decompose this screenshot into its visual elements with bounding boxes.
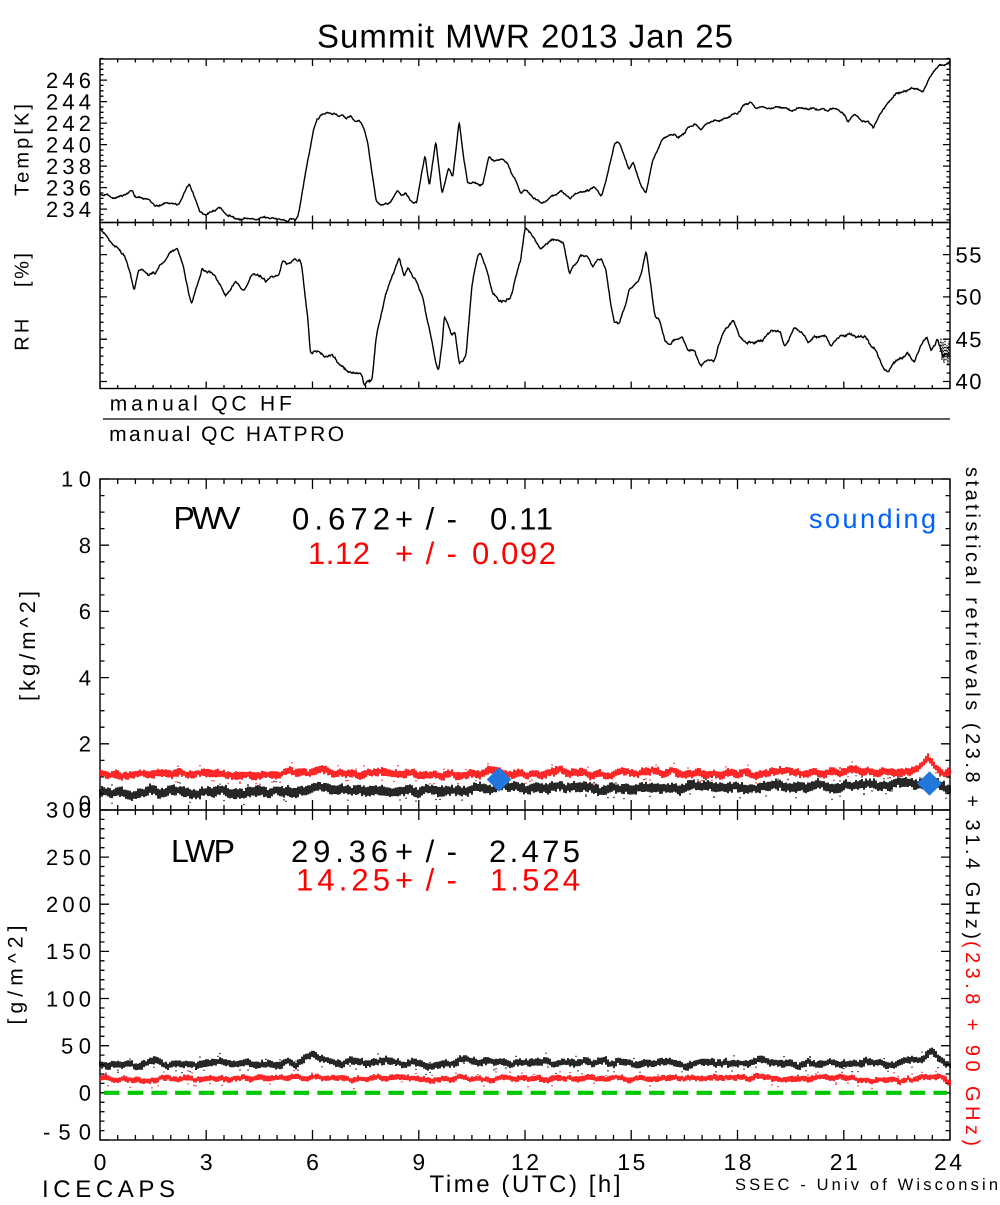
- svg-text:244: 244: [46, 89, 91, 114]
- svg-text:Summit MWR 2013 Jan 25: Summit MWR 2013 Jan 25: [317, 18, 733, 55]
- svg-text:-50: -50: [43, 1120, 91, 1145]
- svg-text:0: 0: [79, 791, 91, 816]
- svg-text:100: 100: [46, 986, 91, 1011]
- svg-text:ICECAPS: ICECAPS: [42, 1176, 175, 1200]
- svg-text:45: 45: [956, 327, 982, 352]
- svg-text:manual QC HATPRO: manual QC HATPRO: [109, 423, 344, 446]
- svg-text:statistical retrievals (23.8 +: statistical retrievals (23.8 + 31.4 GHz): [961, 467, 983, 939]
- svg-text:PWV: PWV: [174, 500, 242, 536]
- svg-text:14.25: 14.25: [296, 863, 390, 898]
- svg-text:150: 150: [46, 939, 91, 964]
- svg-text:6: 6: [79, 599, 91, 624]
- svg-text:2: 2: [79, 732, 91, 757]
- svg-text:1.12: 1.12: [308, 536, 370, 571]
- svg-text:246: 246: [46, 68, 91, 93]
- svg-text:LWP: LWP: [171, 833, 235, 869]
- svg-text:manual QC HF: manual QC HF: [110, 393, 292, 416]
- svg-text:3: 3: [200, 1149, 213, 1175]
- svg-text:40: 40: [956, 369, 982, 394]
- svg-text:+/-: +/-: [395, 536, 457, 571]
- svg-text:+/-: +/-: [395, 502, 457, 537]
- svg-text:242: 242: [46, 111, 91, 136]
- svg-text:55: 55: [956, 242, 982, 267]
- svg-text:250: 250: [46, 845, 91, 870]
- svg-text:0.11: 0.11: [490, 502, 553, 537]
- svg-text:29.36: 29.36: [291, 834, 388, 869]
- svg-text:2.475: 2.475: [489, 834, 580, 869]
- svg-text:Time (UTC) [h]: Time (UTC) [h]: [430, 1171, 621, 1198]
- svg-text:200: 200: [46, 892, 91, 917]
- svg-text:6: 6: [306, 1149, 319, 1175]
- svg-text:9: 9: [412, 1149, 425, 1175]
- svg-text:+/-: +/-: [395, 834, 457, 869]
- svg-text:0: 0: [94, 1149, 107, 1175]
- svg-text:0.672: 0.672: [292, 502, 390, 537]
- svg-text:238: 238: [46, 154, 91, 179]
- svg-text:[kg/m^2]: [kg/m^2]: [15, 591, 40, 701]
- svg-text:+/-: +/-: [395, 863, 457, 898]
- svg-text:0: 0: [79, 1081, 91, 1106]
- svg-text:0.092: 0.092: [472, 536, 556, 571]
- svg-text:234: 234: [46, 197, 91, 222]
- svg-text:240: 240: [46, 132, 91, 157]
- svg-text:[%]: [%]: [12, 253, 34, 287]
- svg-text:[g/m^2]: [g/m^2]: [5, 926, 28, 1025]
- svg-text:8: 8: [79, 533, 91, 558]
- svg-text:1.524: 1.524: [490, 863, 580, 898]
- svg-text:300: 300: [46, 798, 91, 823]
- svg-text:4: 4: [79, 665, 91, 690]
- svg-text:sounding: sounding: [809, 504, 936, 534]
- svg-text:236: 236: [46, 175, 91, 200]
- svg-text:50: 50: [956, 285, 982, 310]
